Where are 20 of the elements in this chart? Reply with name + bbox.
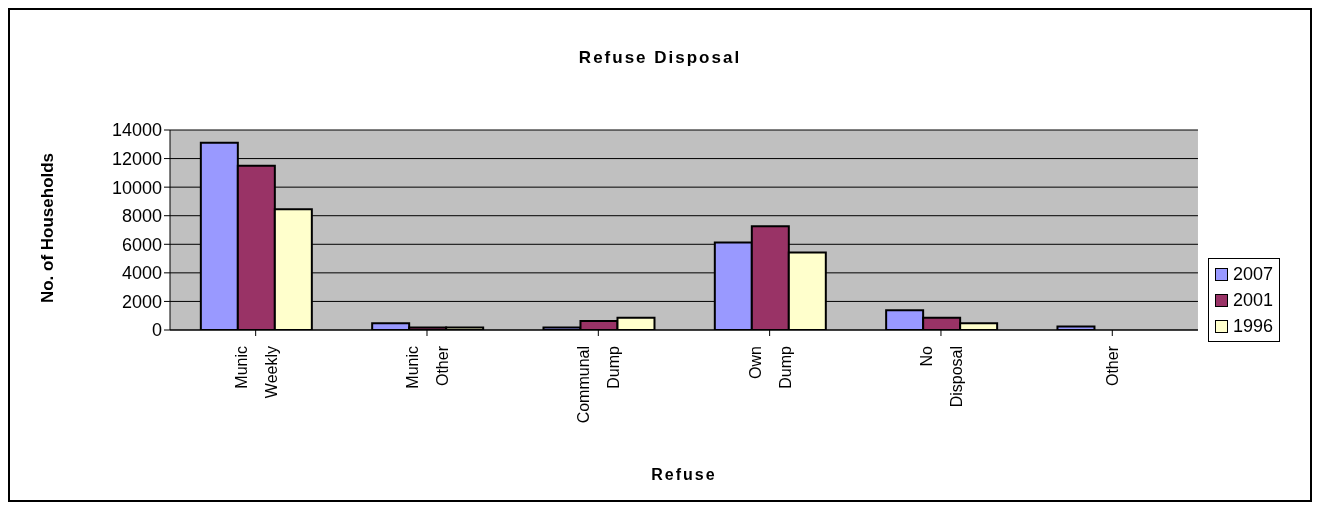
y-axis-title: No. of Households <box>38 152 58 304</box>
chart-title: Refuse Disposal <box>577 48 743 68</box>
x-tick-label: Communal Dump <box>575 345 623 424</box>
legend-label: 2001 <box>1232 289 1273 312</box>
y-tick-label: 2000 <box>121 291 162 312</box>
legend-label: 2007 <box>1232 263 1273 286</box>
x-tick-label: Munic Weekly <box>232 346 280 399</box>
y-tick-label: 4000 <box>121 263 162 284</box>
y-tick-label: 8000 <box>121 206 162 227</box>
y-tick-label: 14000 <box>111 120 162 141</box>
y-tick-label: 0 <box>151 320 162 341</box>
x-tick-label: Other <box>1104 345 1122 387</box>
y-tick-label: 6000 <box>121 234 162 255</box>
x-axis-title: Refuse <box>651 466 717 483</box>
legend-label: 1996 <box>1232 315 1273 338</box>
x-tick-label: Munic Other <box>403 345 451 389</box>
y-tick-label: 10000 <box>111 177 162 198</box>
x-tick-label: No Disposal <box>917 345 965 408</box>
y-tick-label: 12000 <box>111 148 162 169</box>
x-tick-label: Own Dump <box>746 345 794 389</box>
